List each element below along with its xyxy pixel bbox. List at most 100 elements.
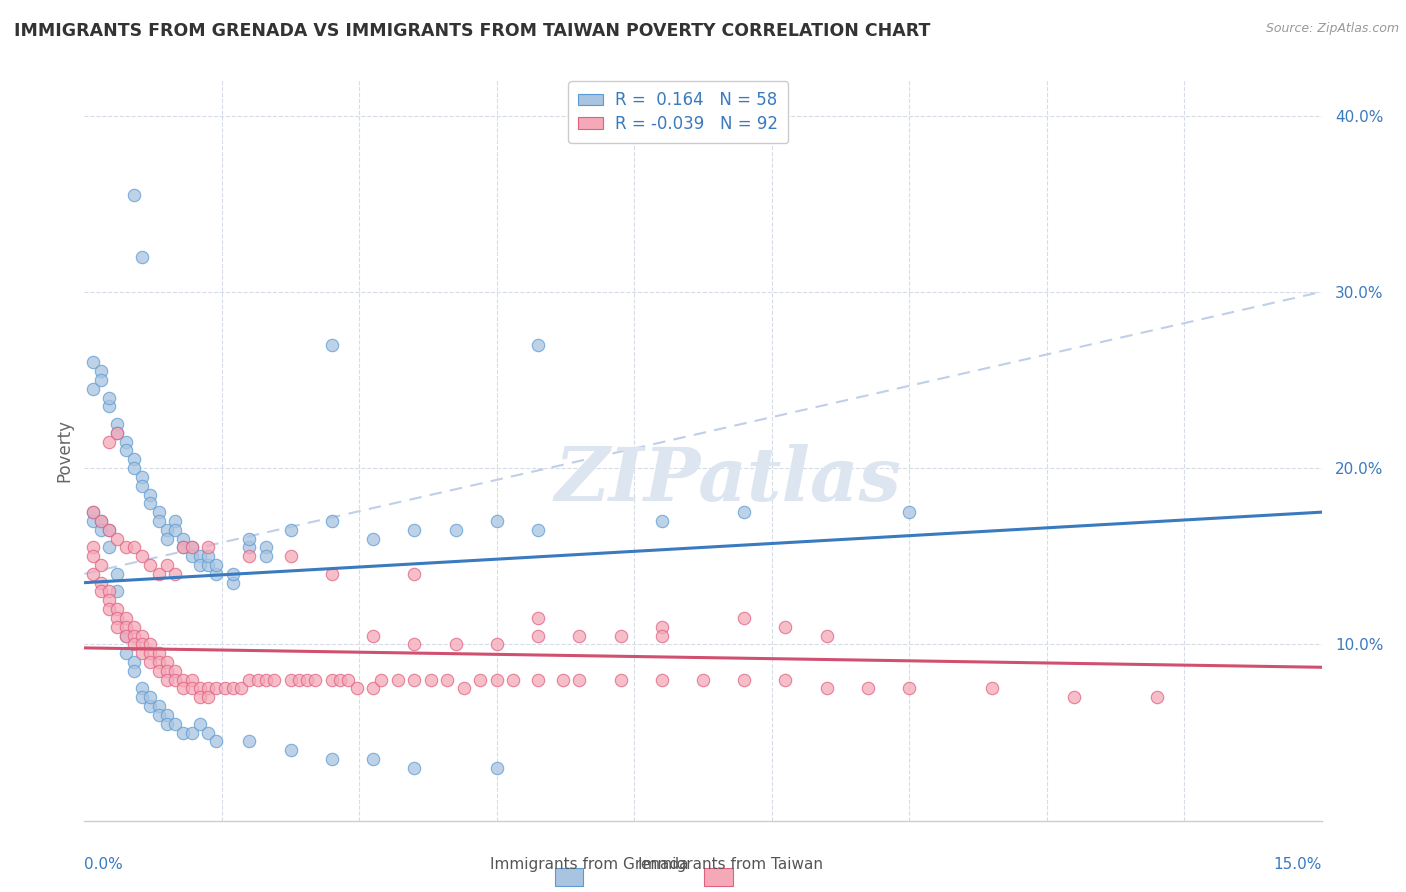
Point: [148, 655, 170, 669]
Point: [105, 566, 128, 581]
Point: [165, 673, 187, 687]
Point: [105, 620, 128, 634]
Point: [295, 673, 318, 687]
Point: [527, 523, 550, 537]
Point: [139, 646, 162, 660]
Point: [98, 541, 121, 555]
Point: [82, 514, 104, 528]
Point: [156, 558, 179, 572]
Point: [980, 681, 1002, 696]
Point: [205, 681, 228, 696]
Point: [898, 505, 921, 519]
Point: [131, 690, 153, 705]
Point: [815, 681, 838, 696]
Point: [453, 681, 475, 696]
Point: [502, 673, 524, 687]
Point: [114, 541, 136, 555]
Point: [156, 655, 179, 669]
Point: [105, 602, 128, 616]
Point: [82, 355, 104, 369]
Point: [172, 673, 194, 687]
Point: [197, 549, 219, 564]
Text: Source: ZipAtlas.com: Source: ZipAtlas.com: [1265, 22, 1399, 36]
Point: [205, 734, 228, 748]
Point: [156, 716, 179, 731]
Point: [775, 620, 797, 634]
Point: [370, 673, 392, 687]
Point: [122, 637, 145, 651]
Point: [387, 673, 409, 687]
Point: [172, 532, 194, 546]
Point: [188, 716, 211, 731]
Point: [361, 628, 384, 642]
Point: [82, 505, 104, 519]
Point: [280, 549, 302, 564]
Point: [214, 681, 236, 696]
Point: [197, 541, 219, 555]
Point: [105, 611, 128, 625]
Point: [122, 628, 145, 642]
Point: [122, 187, 145, 202]
Point: [105, 532, 128, 546]
Point: [238, 734, 260, 748]
Point: [148, 699, 170, 714]
Point: [419, 673, 441, 687]
Point: [180, 549, 202, 564]
Point: [856, 681, 879, 696]
Point: [238, 673, 260, 687]
Point: [222, 681, 245, 696]
Point: [98, 400, 121, 414]
Point: [139, 655, 162, 669]
Text: 0.0%: 0.0%: [84, 857, 124, 872]
Point: [197, 725, 219, 739]
Point: [188, 549, 211, 564]
Point: [238, 549, 260, 564]
Point: [254, 541, 277, 555]
Point: [131, 637, 153, 651]
Point: [321, 514, 343, 528]
Point: [139, 496, 162, 510]
Point: [263, 673, 285, 687]
Point: [148, 566, 170, 581]
Point: [188, 681, 211, 696]
Point: [485, 761, 508, 775]
Text: 15.0%: 15.0%: [1274, 857, 1322, 872]
Point: [321, 566, 343, 581]
Point: [527, 628, 550, 642]
Point: [122, 664, 145, 678]
Point: [156, 673, 179, 687]
Point: [321, 752, 343, 766]
Point: [90, 523, 112, 537]
Point: [180, 541, 202, 555]
Point: [131, 470, 153, 484]
Point: [90, 373, 112, 387]
Point: [485, 673, 508, 687]
Point: [246, 673, 269, 687]
Point: [280, 743, 302, 757]
Point: [361, 532, 384, 546]
Point: [527, 337, 550, 351]
Point: [404, 523, 426, 537]
Point: [82, 566, 104, 581]
Point: [148, 514, 170, 528]
Point: [139, 558, 162, 572]
Point: [82, 541, 104, 555]
Point: [148, 664, 170, 678]
Point: [180, 681, 202, 696]
Point: [90, 558, 112, 572]
Point: [105, 584, 128, 599]
Point: [98, 584, 121, 599]
Point: [444, 523, 467, 537]
Text: ZIPatlas: ZIPatlas: [554, 444, 901, 516]
Point: [197, 681, 219, 696]
Point: [165, 566, 187, 581]
Point: [197, 558, 219, 572]
Point: [90, 514, 112, 528]
Point: [105, 417, 128, 431]
Point: [568, 628, 591, 642]
Point: [485, 514, 508, 528]
Point: [114, 443, 136, 458]
Point: [229, 681, 252, 696]
Point: [205, 566, 228, 581]
Point: [337, 673, 360, 687]
